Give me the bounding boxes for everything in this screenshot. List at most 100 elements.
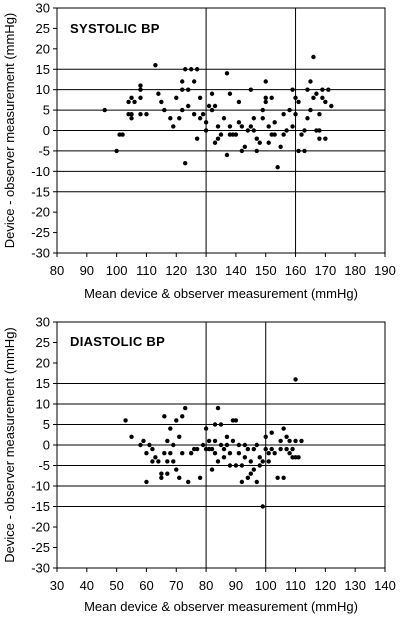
x-tick-label: 50 bbox=[109, 578, 123, 593]
data-point bbox=[311, 54, 316, 60]
data-point bbox=[251, 128, 256, 133]
data-point bbox=[138, 111, 143, 117]
data-point bbox=[180, 414, 185, 419]
data-point bbox=[302, 128, 307, 133]
y-tick-label: 5 bbox=[43, 103, 50, 118]
data-point bbox=[236, 442, 242, 448]
data-point bbox=[215, 124, 221, 129]
data-point bbox=[171, 442, 176, 448]
data-point bbox=[227, 463, 233, 468]
data-point bbox=[242, 144, 248, 150]
data-point bbox=[141, 438, 146, 444]
data-point bbox=[296, 455, 301, 460]
data-point bbox=[191, 79, 197, 84]
data-point bbox=[278, 438, 283, 444]
data-point bbox=[245, 128, 251, 133]
x-tick-label: 130 bbox=[195, 263, 217, 278]
data-point bbox=[150, 459, 155, 464]
data-point bbox=[266, 140, 271, 145]
x-tick-label: 190 bbox=[374, 263, 396, 278]
data-point bbox=[236, 451, 242, 456]
data-point bbox=[188, 67, 194, 72]
data-point bbox=[165, 471, 170, 476]
y-tick-label: 30 bbox=[36, 315, 50, 330]
data-point bbox=[144, 451, 149, 456]
data-point bbox=[269, 446, 274, 452]
data-point bbox=[314, 91, 319, 96]
data-point bbox=[323, 136, 328, 141]
data-point bbox=[194, 446, 200, 452]
y-tick-label: 25 bbox=[36, 21, 50, 36]
y-tick-label: 10 bbox=[36, 397, 50, 412]
y-tick-label: 20 bbox=[36, 41, 50, 56]
data-point bbox=[215, 459, 221, 464]
x-tick-label: 170 bbox=[315, 263, 337, 278]
data-point bbox=[287, 438, 292, 444]
data-point bbox=[206, 438, 212, 444]
data-point bbox=[287, 107, 292, 113]
data-point bbox=[269, 430, 274, 435]
data-point bbox=[191, 111, 197, 117]
x-tick-label: 90 bbox=[229, 578, 243, 593]
data-point bbox=[206, 103, 212, 109]
data-point bbox=[186, 103, 191, 109]
data-point bbox=[281, 475, 286, 480]
data-point bbox=[159, 471, 164, 476]
data-point bbox=[224, 434, 230, 439]
data-point bbox=[162, 451, 167, 456]
data-point bbox=[329, 103, 334, 109]
data-point bbox=[320, 95, 325, 101]
data-point bbox=[194, 136, 200, 141]
data-point bbox=[162, 414, 167, 419]
data-point bbox=[236, 120, 242, 125]
data-point bbox=[221, 455, 227, 460]
x-tick-label: 80 bbox=[50, 263, 64, 278]
data-point bbox=[290, 124, 295, 129]
data-point bbox=[165, 459, 170, 464]
data-point bbox=[174, 467, 179, 472]
data-point bbox=[233, 132, 239, 137]
data-point bbox=[218, 422, 224, 427]
data-point bbox=[293, 438, 298, 444]
data-point bbox=[254, 148, 259, 154]
data-point bbox=[209, 467, 215, 472]
data-point bbox=[177, 475, 182, 480]
data-point bbox=[299, 132, 304, 137]
data-point bbox=[138, 87, 143, 92]
data-point bbox=[272, 120, 277, 125]
data-point bbox=[263, 99, 268, 105]
data-point bbox=[156, 459, 161, 464]
data-point bbox=[150, 446, 155, 452]
data-point bbox=[242, 455, 248, 460]
data-point bbox=[180, 79, 185, 84]
data-point bbox=[212, 451, 218, 456]
data-point bbox=[239, 463, 245, 468]
data-point bbox=[257, 455, 262, 460]
data-point bbox=[251, 446, 256, 452]
x-tick-label: 110 bbox=[136, 263, 157, 278]
data-point bbox=[221, 446, 227, 452]
data-point bbox=[239, 124, 245, 129]
x-tick-label: 60 bbox=[139, 578, 153, 593]
data-point bbox=[200, 111, 206, 117]
data-point bbox=[248, 87, 254, 92]
data-point bbox=[165, 438, 170, 444]
data-point bbox=[186, 479, 191, 485]
data-point bbox=[212, 103, 218, 109]
data-point bbox=[171, 459, 176, 464]
data-point bbox=[168, 116, 173, 121]
data-point bbox=[290, 87, 295, 92]
data-point bbox=[144, 111, 149, 117]
data-point bbox=[245, 446, 251, 452]
y-tick-label: -25 bbox=[31, 540, 50, 555]
y-tick-label: -15 bbox=[31, 184, 50, 199]
x-tick-label: 90 bbox=[80, 263, 94, 278]
data-point bbox=[281, 132, 286, 137]
data-point bbox=[224, 442, 230, 448]
data-point bbox=[147, 442, 152, 448]
data-point bbox=[194, 67, 200, 72]
data-point bbox=[197, 116, 203, 121]
y-tick-label: -5 bbox=[38, 458, 50, 473]
data-point bbox=[296, 148, 301, 154]
y-tick-label: -20 bbox=[31, 205, 50, 220]
